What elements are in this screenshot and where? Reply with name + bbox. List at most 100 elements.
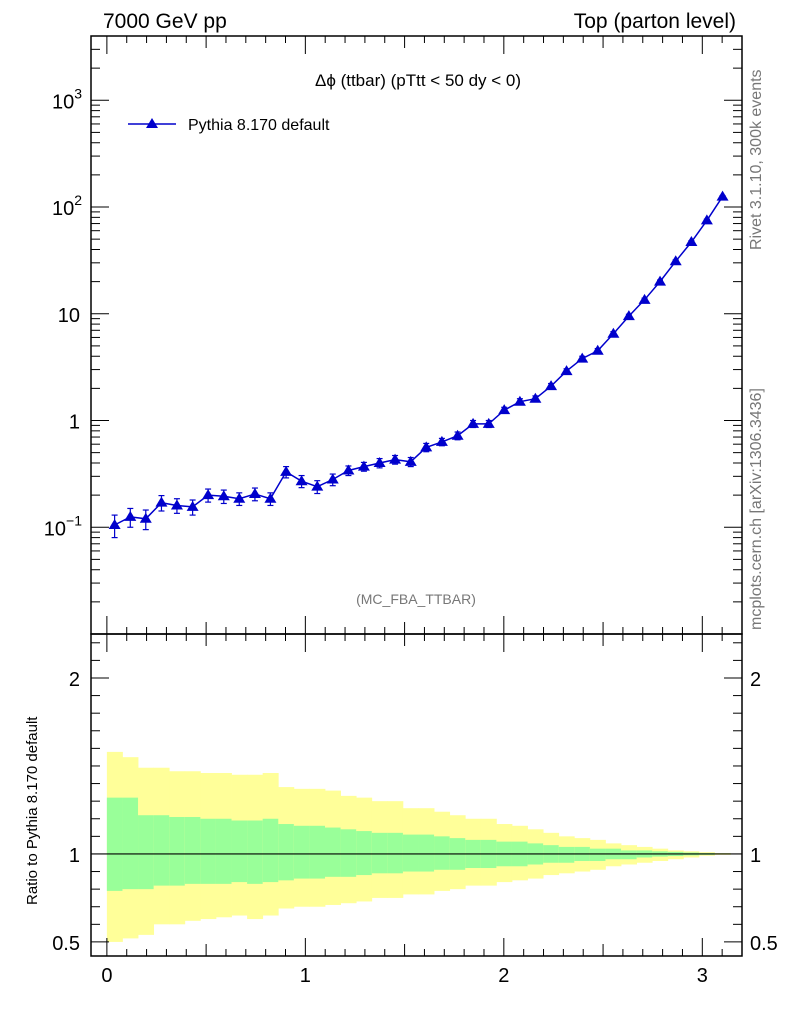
data-point bbox=[607, 327, 620, 338]
inner-band bbox=[387, 832, 404, 874]
inner-band bbox=[418, 834, 435, 872]
inner-band bbox=[340, 829, 357, 877]
data-point bbox=[404, 455, 417, 466]
data-point bbox=[669, 255, 682, 266]
inner-band bbox=[106, 797, 123, 891]
ratio-bands bbox=[106, 751, 731, 942]
ratio-panel: 0.5 0.5 1 1 2 2 0 1 2 3 Ratio to Pythia 8.170 def… bbox=[24, 633, 778, 987]
ratio-tick-labels: 0.5 0.5 1 1 2 2 0 1 2 3 bbox=[52, 669, 778, 987]
inner-band bbox=[122, 797, 139, 890]
mcplots-label: mcplots.cern.ch [arXiv:1306.3436] bbox=[748, 388, 765, 630]
data-point bbox=[716, 190, 729, 201]
legend-marker bbox=[146, 118, 158, 128]
inner-band bbox=[589, 848, 606, 861]
ratio-ytick-label: 2 bbox=[69, 669, 80, 691]
data-point bbox=[545, 380, 558, 391]
main-ytick-label: 10 bbox=[58, 305, 80, 327]
data-point bbox=[186, 500, 199, 511]
main-marks bbox=[108, 190, 729, 539]
data-point bbox=[638, 293, 651, 304]
ratio-ylabel: Ratio to Pythia 8.170 default bbox=[24, 716, 41, 905]
ratio-ytick-label-right: 2 bbox=[750, 669, 761, 691]
inner-band bbox=[402, 834, 419, 872]
data-point bbox=[435, 435, 448, 446]
inner-band bbox=[434, 836, 451, 870]
data-point bbox=[389, 453, 402, 464]
data-point bbox=[451, 429, 464, 440]
data-point bbox=[529, 392, 542, 403]
xtick-label: 2 bbox=[498, 965, 509, 987]
inner-band bbox=[215, 818, 232, 884]
legend: Pythia 8.170 default bbox=[128, 117, 330, 134]
inner-band bbox=[169, 816, 186, 886]
data-point bbox=[233, 492, 246, 503]
data-point bbox=[264, 492, 277, 503]
analysis-label: (MC_FBA_TTBAR) bbox=[356, 591, 476, 607]
inner-band bbox=[558, 846, 575, 863]
data-point bbox=[124, 510, 137, 521]
data-point bbox=[622, 310, 635, 321]
ratio-frame bbox=[90, 633, 743, 957]
inner-band bbox=[138, 815, 155, 890]
data-point bbox=[420, 441, 433, 452]
chart-title: Δϕ (ttbar) (pTtt < 50 dy < 0) bbox=[315, 71, 521, 90]
data-point bbox=[591, 344, 604, 355]
data-point bbox=[108, 518, 121, 529]
inner-band bbox=[293, 825, 310, 879]
ratio-ytick-label: 1 bbox=[69, 845, 80, 867]
legend-entry: Pythia 8.170 default bbox=[188, 117, 330, 134]
main-ytick-label: 103 bbox=[52, 85, 82, 113]
data-point bbox=[357, 460, 370, 471]
data-point bbox=[654, 275, 667, 286]
inner-band bbox=[153, 815, 170, 886]
xtick-label: 0 bbox=[101, 965, 112, 987]
data-point bbox=[498, 404, 511, 415]
data-point bbox=[311, 480, 324, 491]
inner-band bbox=[231, 820, 248, 883]
header-right: Top (parton level) bbox=[574, 10, 736, 33]
data-point bbox=[248, 487, 261, 498]
data-point bbox=[295, 475, 308, 486]
header-left: 7000 GeV pp bbox=[103, 10, 227, 33]
inner-band bbox=[309, 825, 326, 879]
data-point bbox=[700, 214, 713, 225]
ratio-ticks bbox=[91, 634, 743, 956]
inner-band bbox=[247, 820, 264, 884]
inner-band bbox=[184, 816, 201, 884]
data-point bbox=[280, 465, 293, 476]
xtick-label: 1 bbox=[300, 965, 311, 987]
data-point bbox=[326, 473, 339, 484]
data-point bbox=[202, 489, 215, 500]
inner-band bbox=[262, 818, 279, 883]
inner-band bbox=[278, 824, 295, 881]
data-point bbox=[576, 352, 589, 363]
inner-band bbox=[621, 850, 638, 860]
rivet-label: Rivet 3.1.10, 300k events bbox=[748, 69, 765, 250]
data-point bbox=[155, 496, 168, 507]
inner-band bbox=[325, 827, 341, 877]
data-point bbox=[373, 456, 386, 467]
data-point bbox=[685, 236, 698, 247]
ratio-ytick-label-right: 1 bbox=[750, 845, 761, 867]
main-ytick-label: 1 bbox=[69, 412, 80, 434]
main-panel: 10−1 1 10 102 103 Δϕ (ttbar) (pTtt < 50 dy <… bbox=[44, 35, 743, 635]
data-point bbox=[467, 417, 480, 428]
main-ytick-label: 102 bbox=[52, 192, 82, 220]
data-point bbox=[342, 464, 355, 475]
ratio-ytick-label-right: 0.5 bbox=[750, 933, 778, 955]
xtick-label: 3 bbox=[697, 965, 708, 987]
inner-band bbox=[200, 818, 217, 884]
data-point bbox=[513, 395, 526, 406]
inner-band bbox=[371, 832, 388, 874]
data-point bbox=[170, 499, 183, 510]
data-point bbox=[560, 365, 573, 376]
data-point bbox=[139, 512, 152, 523]
main-ytick-label: 10−1 bbox=[44, 512, 82, 540]
main-tick-labels: 10−1 1 10 102 103 bbox=[44, 85, 82, 540]
data-point bbox=[217, 490, 230, 501]
series-line bbox=[114, 196, 724, 526]
inner-band bbox=[356, 831, 373, 876]
ratio-ytick-label: 0.5 bbox=[52, 933, 80, 955]
data-point bbox=[482, 417, 495, 428]
